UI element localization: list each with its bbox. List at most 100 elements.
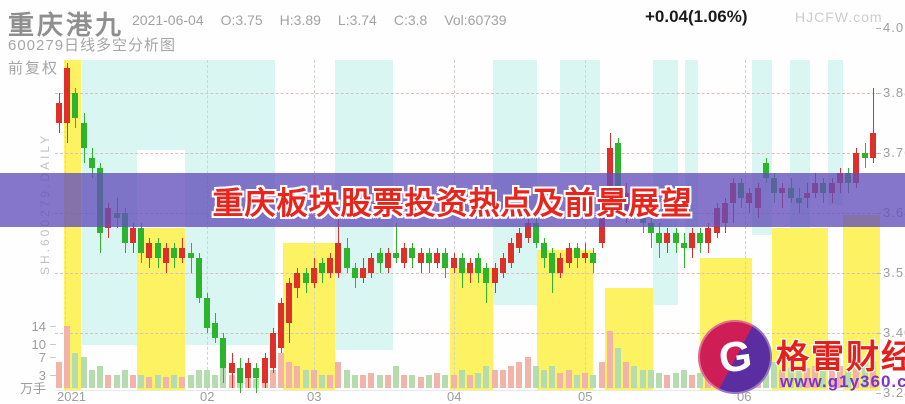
volume-bar [475,372,482,388]
volume-bar [425,374,432,388]
volume-bar [557,372,564,388]
candle [516,233,523,248]
site-watermark: HJCFW.com [795,9,883,25]
candle [236,368,243,383]
volume-bar [195,370,202,388]
vol-axis-unit: 万手 [20,381,47,396]
volume-bar [606,330,613,388]
y-axis-tick [876,153,881,154]
logo-g-glyph: G [715,330,755,383]
volume-bar [393,366,400,388]
y-axis-tick [876,273,881,274]
volume-bar [631,366,638,388]
candle-wick [396,223,398,263]
candle [253,368,260,378]
volume-bar [327,374,334,388]
volume-bar [277,352,284,388]
volume-bar [294,366,301,388]
y-axis-label: 3.88 [883,85,905,100]
candle [499,258,506,273]
volume-bar [779,370,786,388]
candle [549,253,556,273]
candle [228,363,235,373]
candle [187,253,194,258]
candle [491,268,498,283]
candle [319,263,326,273]
promo-banner: 重庆板块股票投资热点及前景展望 [0,173,905,227]
quote-high: H:3.89 [279,12,321,28]
logo-site-name: 格雷财经 [776,338,905,375]
quote-volume: Vol:60739 [444,12,507,28]
chart-subtitle: 600279日线多空分析图 [8,37,177,54]
volume-bar [409,374,416,388]
vol-axis-tick [50,344,56,345]
candle [565,248,572,263]
candle [582,253,589,258]
volume-bar [623,361,630,388]
volume-bar [524,357,531,388]
candle [384,253,391,268]
candle [162,248,169,263]
candle [138,228,145,253]
volume-bar [187,374,194,388]
candle-wick [650,218,652,248]
vol-axis-tick [50,374,56,376]
volume-bar [590,374,597,388]
volume-bar [540,370,547,388]
volume-bar [672,372,679,388]
volume-bar [680,370,687,388]
volume-bar [212,374,219,388]
volume-bar [286,361,293,388]
gelei-finance-logo[interactable]: G 格雷财经 www.g1y360.cn [698,318,905,398]
volume-bar [762,368,769,388]
volume-bar [598,361,605,388]
candle [269,333,276,368]
volume-bar [861,363,868,388]
volume-bar [310,370,317,388]
volume-bar [639,370,646,388]
candle [458,258,465,273]
y-axis-tick [876,93,881,94]
logo-site-url[interactable]: www.g1y360.cn [780,372,905,391]
candle [154,243,161,258]
vol-axis-tick [50,357,56,359]
volume-bar [56,361,62,388]
volume-bar [828,368,835,388]
price-gridline [55,273,880,274]
volume-bar [203,370,210,388]
volume-bar [664,374,671,388]
volume-bar [516,361,523,388]
candle [277,303,284,348]
vol-axis-label: 7 [38,350,46,366]
x-axis-label: 02 [200,389,215,404]
candle [72,93,79,118]
y-axis-label: 3.52 [883,265,905,280]
signal-band [560,60,600,172]
volume-bar [697,372,704,388]
volume-bar [582,372,589,388]
volume-bar [72,352,79,388]
candle [335,243,342,273]
price-change: +0.04(1.06%) [645,7,748,26]
candle [688,233,695,248]
volume-bar [549,366,556,388]
candle-wick [683,233,685,268]
volume-bar [302,370,309,388]
signal-band [828,60,843,205]
volume-bar [376,374,383,388]
candle [368,258,375,273]
volume-bar [64,326,71,388]
volume-bar [614,348,621,388]
volume-bar [499,370,506,388]
volume-bar [845,368,852,388]
volume-bar [573,374,580,388]
quote-close: C:3.8 [393,12,428,28]
signal-band [137,228,185,390]
candle [680,243,687,248]
volume-bar [97,366,104,388]
candle [861,153,868,158]
volume-bar [319,374,326,388]
candle [664,233,671,243]
candle [434,253,441,263]
volume-bar [368,372,375,388]
